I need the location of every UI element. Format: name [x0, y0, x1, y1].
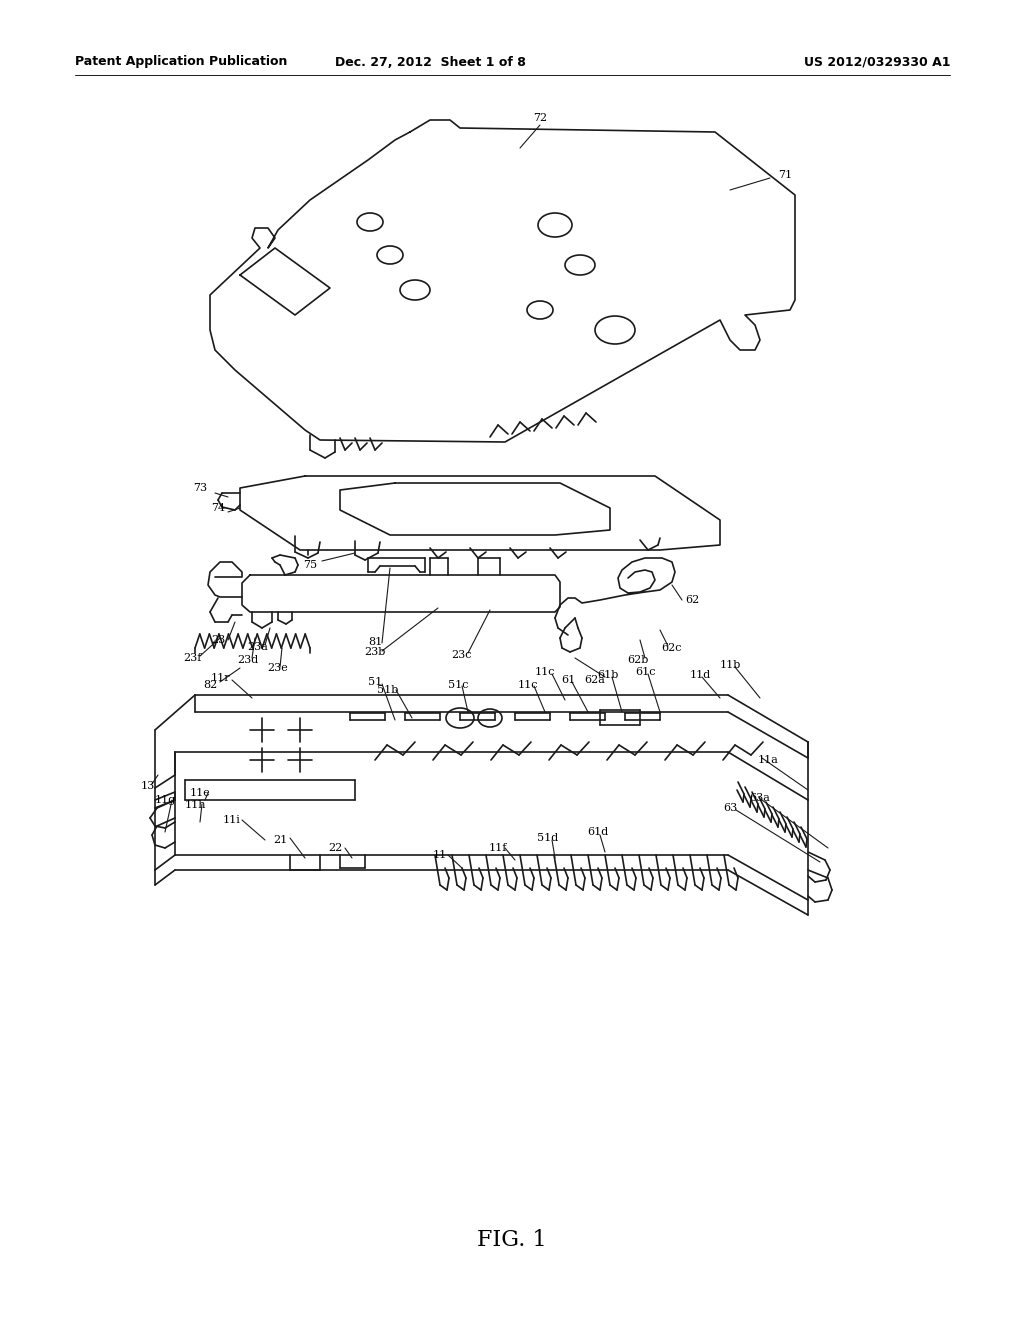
Text: US 2012/0329330 A1: US 2012/0329330 A1 [804, 55, 950, 69]
Text: 23b: 23b [365, 647, 386, 657]
Text: 71: 71 [778, 170, 792, 180]
Text: 72: 72 [532, 114, 547, 123]
Text: 61c: 61c [635, 667, 655, 677]
Text: 51: 51 [368, 677, 382, 686]
Text: FIG. 1: FIG. 1 [477, 1229, 547, 1251]
Text: 23a: 23a [248, 642, 268, 652]
Text: 11r: 11r [210, 673, 229, 682]
Text: 11h: 11h [184, 800, 206, 810]
Text: 23d: 23d [238, 655, 259, 665]
Text: 11i: 11i [223, 814, 241, 825]
Text: 11: 11 [433, 850, 447, 861]
Text: 23c: 23c [452, 649, 472, 660]
Text: 13: 13 [141, 781, 155, 791]
Text: 22: 22 [328, 843, 342, 853]
Text: 62: 62 [685, 595, 699, 605]
Text: 11d: 11d [689, 671, 711, 680]
Text: Dec. 27, 2012  Sheet 1 of 8: Dec. 27, 2012 Sheet 1 of 8 [335, 55, 525, 69]
Text: 61: 61 [561, 675, 575, 685]
Text: 61b: 61b [597, 671, 618, 680]
Text: 11f: 11f [488, 843, 507, 853]
Text: 51d: 51d [538, 833, 559, 843]
Text: 63: 63 [723, 803, 737, 813]
Text: 11e: 11e [189, 788, 210, 799]
Text: 23e: 23e [267, 663, 289, 673]
Text: Patent Application Publication: Patent Application Publication [75, 55, 288, 69]
Text: 62a: 62a [585, 675, 605, 685]
Text: 11c: 11c [518, 680, 539, 690]
Text: 11a: 11a [758, 755, 778, 766]
Text: 11b: 11b [719, 660, 740, 671]
Text: 11g: 11g [155, 795, 176, 805]
Text: 74: 74 [211, 503, 225, 513]
Text: 51b: 51b [377, 685, 398, 696]
Text: 75: 75 [303, 560, 317, 570]
Text: 21: 21 [272, 836, 287, 845]
Text: 61d: 61d [588, 828, 608, 837]
Text: 23f: 23f [183, 653, 201, 663]
Text: 11c: 11c [535, 667, 555, 677]
Text: 63a: 63a [750, 793, 770, 803]
Text: 82: 82 [203, 680, 217, 690]
Text: 62c: 62c [662, 643, 682, 653]
Text: 23: 23 [211, 635, 225, 645]
Text: 51c: 51c [447, 680, 468, 690]
Text: 81: 81 [368, 638, 382, 647]
Text: 73: 73 [193, 483, 207, 492]
Text: 62b: 62b [628, 655, 648, 665]
